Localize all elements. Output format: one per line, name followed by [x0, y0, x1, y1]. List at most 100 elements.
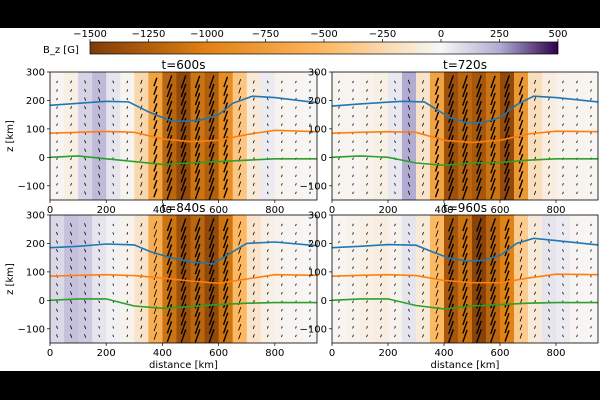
field-arrow [70, 282, 73, 287]
field-arrow [252, 97, 255, 101]
field-arrow [126, 148, 129, 152]
field-arrow [422, 266, 424, 270]
field-arrow [504, 295, 510, 308]
field-arrow [208, 92, 215, 106]
field-arrow [576, 257, 578, 261]
field-arrow [352, 326, 354, 329]
field-arrow [576, 114, 578, 118]
field-arrow [352, 283, 354, 287]
field-arrow [519, 281, 523, 288]
field-arrow [338, 309, 340, 312]
field-arrow [208, 329, 215, 343]
field-arrow [56, 97, 58, 101]
field-arrow [435, 221, 439, 229]
field-arrow [153, 238, 158, 246]
field-arrow [309, 114, 311, 118]
field-arrow [590, 317, 592, 321]
field-arrow [84, 114, 87, 118]
field-arrow [166, 152, 173, 166]
field-arrow [434, 188, 440, 198]
field-arrow [70, 182, 72, 186]
field-arrow [352, 266, 354, 269]
field-arrow [435, 230, 439, 237]
x-tick-label: 0 [47, 348, 53, 359]
y-tick-label: 200 [26, 239, 45, 250]
field-arrow [518, 102, 524, 113]
field-arrow [448, 186, 454, 200]
field-arrow [338, 183, 340, 186]
field-arrow [56, 240, 58, 244]
field-arrow [533, 96, 537, 102]
field-arrow [394, 165, 396, 169]
field-arrow [504, 75, 510, 89]
field-arrow [548, 191, 550, 195]
field-arrow [194, 235, 201, 249]
field-arrow [126, 232, 129, 235]
field-arrow [366, 300, 368, 304]
field-arrow [252, 231, 255, 236]
colorbar-tick-label: −1250 [132, 29, 166, 40]
field-arrow [448, 169, 454, 183]
field-arrow [590, 223, 592, 227]
field-arrow [534, 325, 536, 329]
field-arrow [476, 243, 482, 258]
field-arrow [281, 334, 283, 338]
field-arrow [576, 106, 578, 109]
field-arrow [153, 145, 158, 155]
field-arrow [548, 123, 550, 127]
field-arrow [366, 80, 368, 84]
field-arrow [126, 123, 129, 126]
field-arrow [366, 140, 368, 144]
field-arrow [448, 329, 454, 343]
heatmap-cell [486, 215, 501, 343]
field-arrow [394, 266, 396, 269]
field-arrow [434, 179, 440, 189]
field-arrow [295, 291, 297, 295]
colorbar-tick-label: −500 [310, 29, 337, 40]
field-arrow [281, 317, 283, 321]
field-arrow [153, 255, 158, 263]
field-arrow [84, 291, 87, 296]
field-arrow [462, 169, 468, 183]
field-arrow [252, 248, 255, 253]
heatmap-cell [246, 72, 262, 200]
field-arrow [366, 249, 368, 252]
heatmap-cell [92, 72, 107, 200]
field-arrow [126, 166, 129, 169]
field-arrow [434, 171, 440, 181]
field-arrow [338, 123, 340, 126]
field-arrow [448, 143, 454, 157]
heatmap-cell [274, 215, 290, 343]
field-arrow [576, 223, 578, 227]
field-arrow [208, 320, 215, 335]
field-arrow [366, 165, 368, 169]
x-tick-label: 0 [329, 205, 335, 216]
field-arrow [252, 80, 255, 84]
field-arrow [435, 238, 439, 246]
field-arrow [295, 183, 297, 186]
field-arrow [56, 166, 58, 169]
field-arrow [112, 106, 115, 109]
field-arrow [448, 312, 454, 326]
field-arrow [126, 291, 129, 295]
field-arrow [462, 235, 468, 249]
field-arrow [180, 83, 187, 98]
field-arrow [422, 114, 424, 118]
panel-3: t=840s 0 200 400 600 800 −100 0 100 200 300 z [km] d… [5, 201, 318, 371]
field-arrow [407, 113, 411, 119]
field-arrow [153, 120, 158, 130]
field-arrow [534, 308, 536, 312]
field-arrow [70, 174, 72, 178]
field-arrow [180, 100, 187, 115]
field-arrow [476, 252, 482, 266]
field-arrow [238, 289, 242, 297]
field-arrow [56, 283, 58, 287]
field-arrow [504, 321, 510, 334]
field-arrow [166, 134, 173, 149]
field-arrow [394, 114, 396, 118]
field-arrow [208, 160, 215, 175]
y-tick-label: 200 [308, 239, 327, 250]
field-arrow [504, 92, 510, 106]
field-arrow [166, 286, 173, 300]
heatmap-cell [346, 72, 361, 200]
